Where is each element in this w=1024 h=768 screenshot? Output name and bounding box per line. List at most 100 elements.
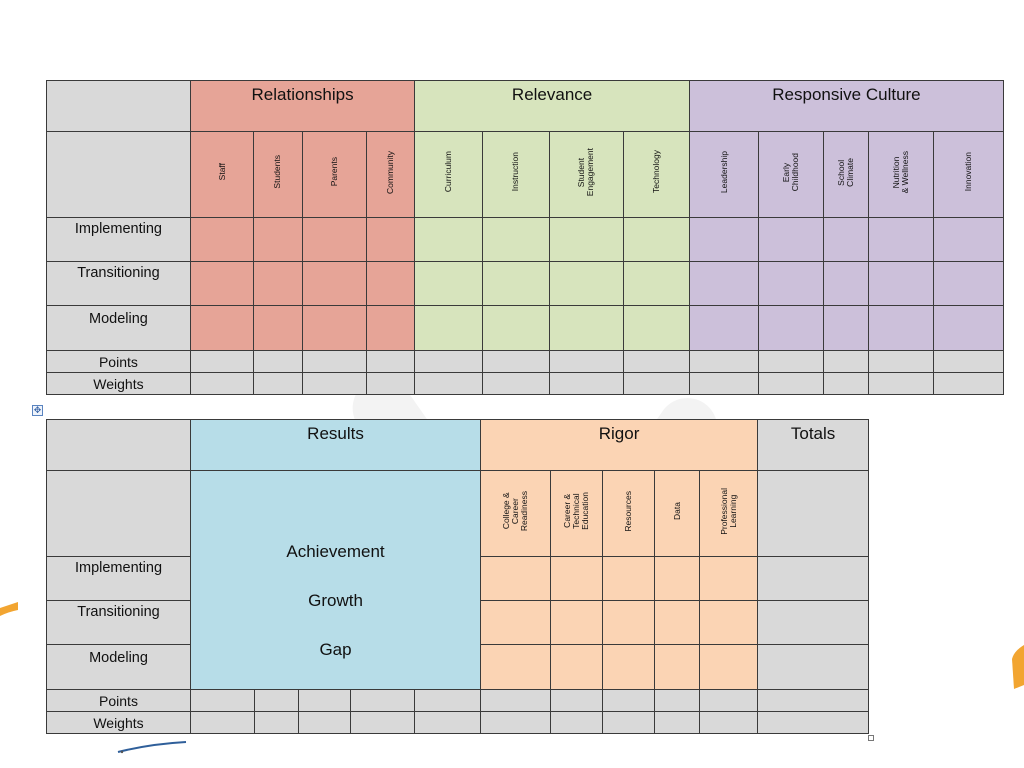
cell[interactable] — [822, 305, 870, 351]
cell[interactable] — [699, 556, 759, 601]
cell[interactable] — [481, 372, 551, 395]
cell[interactable] — [699, 600, 759, 645]
cell[interactable] — [550, 600, 604, 645]
cell[interactable] — [549, 305, 624, 351]
cell[interactable] — [189, 350, 255, 373]
cell[interactable] — [549, 261, 624, 306]
cell[interactable] — [550, 689, 604, 712]
cell[interactable] — [933, 350, 1004, 373]
cell[interactable] — [365, 217, 416, 262]
cell[interactable] — [602, 711, 656, 734]
cell[interactable] — [301, 350, 367, 373]
cell[interactable] — [549, 217, 624, 262]
cell[interactable] — [253, 372, 303, 395]
cell[interactable] — [480, 644, 552, 690]
cell[interactable] — [365, 372, 416, 395]
cell[interactable] — [758, 372, 824, 395]
cell[interactable] — [654, 689, 701, 712]
cell[interactable] — [413, 689, 482, 712]
cell[interactable] — [480, 600, 552, 645]
cell[interactable] — [688, 350, 760, 373]
cell[interactable] — [254, 711, 299, 734]
cell[interactable] — [822, 261, 870, 306]
cell[interactable] — [688, 217, 760, 262]
cell[interactable] — [868, 372, 935, 395]
cell[interactable] — [480, 711, 552, 734]
cell[interactable] — [550, 711, 604, 734]
cell[interactable] — [301, 305, 367, 351]
cell[interactable] — [481, 305, 551, 351]
cell[interactable] — [549, 372, 624, 395]
cell[interactable] — [822, 350, 870, 373]
cell[interactable] — [189, 261, 255, 306]
cell[interactable] — [350, 689, 415, 712]
cell[interactable] — [301, 261, 367, 306]
cell[interactable] — [365, 261, 416, 306]
cell[interactable] — [699, 644, 759, 690]
cell[interactable] — [757, 711, 870, 734]
cell[interactable] — [868, 305, 935, 351]
table-move-handle[interactable]: ✥ — [32, 405, 43, 416]
cell[interactable] — [550, 556, 604, 601]
cell[interactable] — [190, 689, 255, 712]
cell[interactable] — [933, 372, 1004, 395]
cell[interactable] — [602, 600, 656, 645]
cell[interactable] — [758, 350, 824, 373]
cell[interactable] — [757, 600, 870, 645]
cell[interactable] — [602, 689, 656, 712]
cell[interactable] — [365, 350, 416, 373]
cell[interactable] — [253, 350, 303, 373]
cell[interactable] — [654, 644, 701, 690]
cell[interactable] — [757, 644, 870, 690]
cell[interactable] — [298, 711, 351, 734]
cell[interactable] — [481, 350, 551, 373]
cell[interactable] — [688, 261, 760, 306]
cell[interactable] — [602, 556, 656, 601]
cell[interactable] — [868, 261, 935, 306]
cell[interactable] — [253, 217, 303, 262]
cell[interactable] — [654, 600, 701, 645]
cell[interactable] — [253, 261, 303, 306]
cell[interactable] — [481, 217, 551, 262]
cell[interactable] — [301, 372, 367, 395]
cell[interactable] — [602, 644, 656, 690]
cell[interactable] — [481, 261, 551, 306]
cell[interactable] — [550, 644, 604, 690]
cell[interactable] — [622, 217, 690, 262]
cell[interactable] — [190, 711, 255, 734]
cell[interactable] — [253, 305, 303, 351]
cell[interactable] — [868, 217, 935, 262]
cell[interactable] — [414, 305, 483, 351]
cell[interactable] — [480, 689, 552, 712]
cell[interactable] — [189, 305, 255, 351]
cell[interactable] — [549, 350, 624, 373]
cell[interactable] — [822, 372, 870, 395]
cell[interactable] — [822, 217, 870, 262]
cell[interactable] — [480, 556, 552, 601]
cell[interactable] — [622, 305, 690, 351]
cell[interactable] — [757, 689, 870, 712]
cell[interactable] — [298, 689, 351, 712]
cell[interactable] — [699, 711, 759, 734]
cell[interactable] — [622, 372, 690, 395]
cell[interactable] — [189, 372, 255, 395]
cell[interactable] — [758, 217, 824, 262]
cell[interactable] — [654, 556, 701, 601]
cell[interactable] — [254, 689, 299, 712]
cell[interactable] — [868, 350, 935, 373]
cell[interactable] — [758, 261, 824, 306]
cell[interactable] — [350, 711, 415, 734]
cell[interactable] — [365, 305, 416, 351]
cell[interactable] — [414, 350, 483, 373]
cell[interactable] — [688, 305, 760, 351]
table-resize-handle[interactable] — [868, 735, 874, 741]
cell[interactable] — [622, 350, 690, 373]
cell[interactable] — [688, 372, 760, 395]
cell[interactable] — [301, 217, 367, 262]
cell[interactable] — [414, 261, 483, 306]
cell[interactable] — [622, 261, 690, 306]
cell[interactable] — [699, 689, 759, 712]
cell[interactable] — [189, 217, 255, 262]
cell[interactable] — [933, 217, 1004, 262]
cell[interactable] — [757, 556, 870, 601]
